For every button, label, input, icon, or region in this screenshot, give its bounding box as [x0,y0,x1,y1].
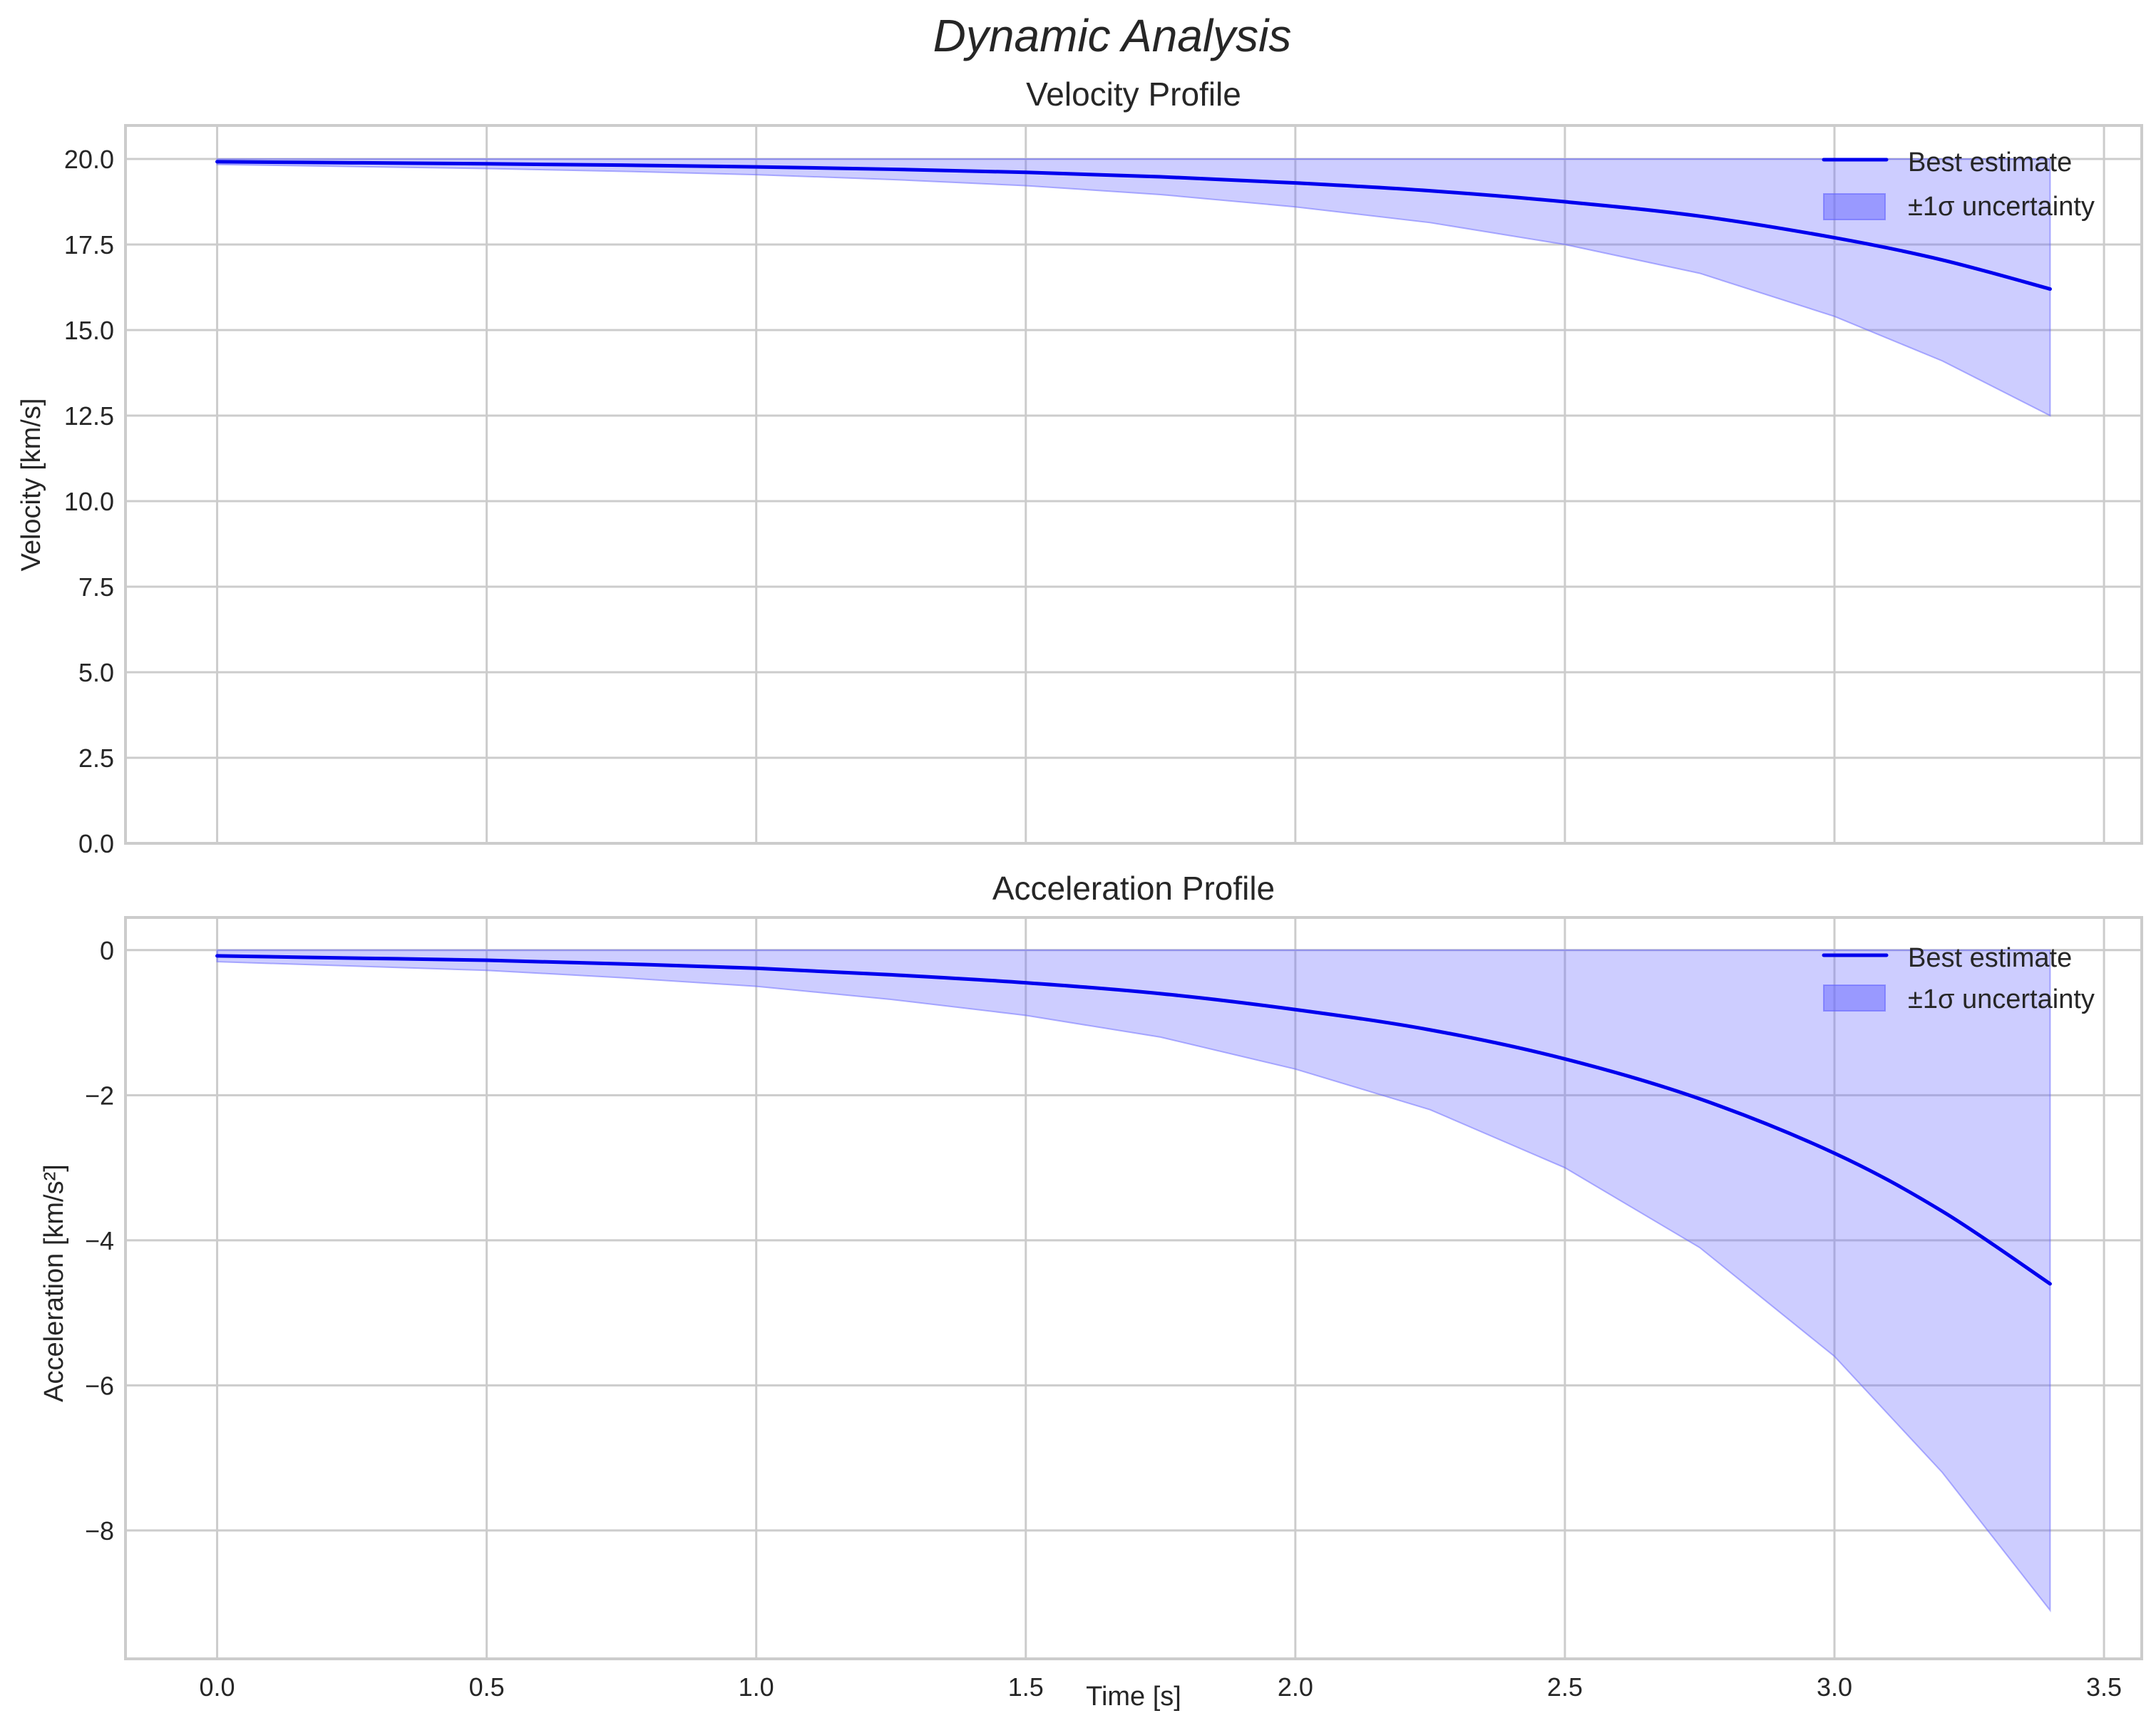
x-tick-label: 1.5 [1008,1672,1044,1702]
velocity-y-tick-labels: 0.0 2.5 5.0 7.5 10.0 12.5 15.0 17.5 20.0 [64,145,114,858]
x-tick-label: 0.5 [469,1672,505,1702]
x-axis-label: Time [s] [1086,1682,1181,1712]
y-tick-label: 2.5 [78,744,114,773]
y-tick-label: 17.5 [64,230,114,259]
x-tick-label: 0.0 [200,1672,235,1702]
y-tick-label: −4 [85,1226,114,1255]
legend-band-swatch [1823,984,1886,1012]
y-tick-label: 20.0 [64,145,114,174]
velocity-y-axis-label: Velocity [km/s] [16,398,46,572]
legend-best-estimate-label: Best estimate [1908,148,2072,178]
legend-best-estimate-label: Best estimate [1908,943,2072,973]
figure-title: Dynamic Analysis [933,10,1292,61]
y-tick-label: 0 [100,936,114,965]
y-tick-label: 10.0 [64,487,114,516]
velocity-panel-title: Velocity Profile [1026,76,1241,113]
velocity-uncertainty-band [216,158,2051,417]
y-tick-label: −6 [85,1371,114,1400]
best-estimate-path [215,954,2052,1286]
acceleration-legend: Best estimate ±1σ uncertainty [1822,943,2095,1014]
acceleration-x-tick-labels: 0.0 0.5 1.0 1.5 2.0 2.5 3.0 3.5 [200,1672,2122,1702]
uncertainty-band-area [216,949,2051,1613]
x-tick-label: 2.0 [1278,1672,1313,1702]
x-tick-label: 1.0 [739,1672,774,1702]
axes-spine [124,124,2143,845]
acceleration-uncertainty-band [216,949,2051,1613]
velocity-best-estimate-line [215,160,2052,291]
y-tick-label: 15.0 [64,316,114,345]
x-tick-label: 3.0 [1817,1672,1852,1702]
legend-uncertainty-label: ±1σ uncertainty [1908,984,2095,1014]
x-tick-label: 3.5 [2086,1672,2122,1702]
y-tick-label: 7.5 [78,572,114,602]
x-tick-label: 2.5 [1547,1672,1583,1702]
acceleration-panel-title: Acceleration Profile [992,870,1275,907]
acceleration-best-estimate-line [215,954,2052,1286]
axes-spine [124,916,2143,1660]
acceleration-y-tick-labels: 0 −2 −4 −6 −8 [85,936,114,1546]
acceleration-axes-frame [124,916,2143,1660]
acceleration-y-axis-label: Acceleration [km/s²] [39,1164,69,1402]
y-tick-label: 0.0 [78,829,114,858]
y-tick-label: 5.0 [78,658,114,687]
y-tick-label: 12.5 [64,401,114,431]
acceleration-panel: Acceleration Profile 0 −2 −4 −6 −8 0.0 0.5 1.0… [39,870,2143,1712]
velocity-legend: Best estimate ±1σ uncertainty [1822,148,2095,222]
y-tick-label: −8 [85,1516,114,1546]
y-tick-label: −2 [85,1081,114,1110]
best-estimate-path [215,160,2052,291]
velocity-panel: Velocity Profile 0.0 2.5 5.0 7.5 10.0 12.5 15.… [16,76,2143,858]
legend-uncertainty-label: ±1σ uncertainty [1908,192,2095,222]
legend-band-swatch [1823,193,1886,220]
uncertainty-band-area [216,158,2051,417]
velocity-axes-frame [124,124,2143,845]
